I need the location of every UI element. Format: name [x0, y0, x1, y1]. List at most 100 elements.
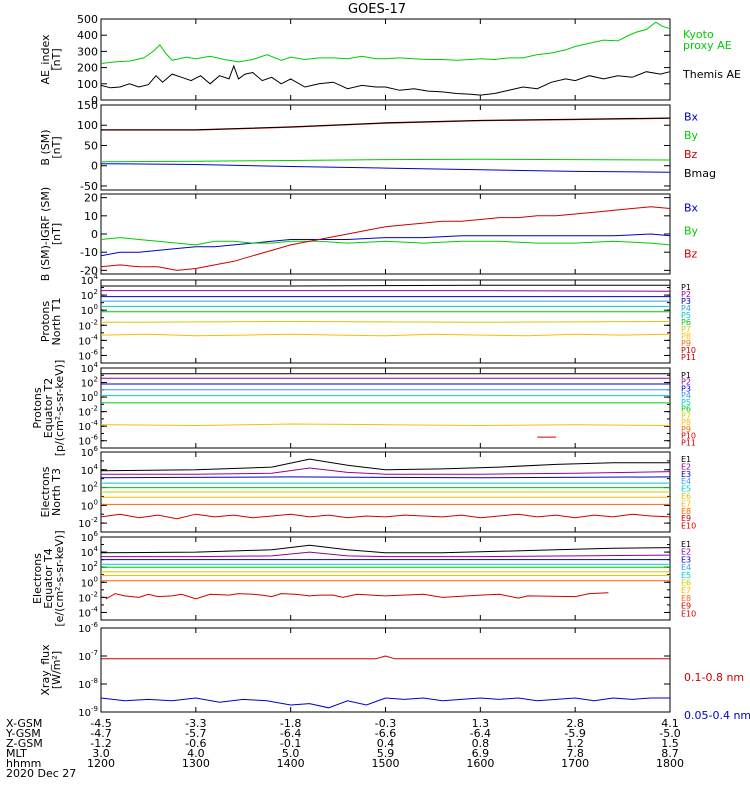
- x-axis-row-label: hhmm: [6, 757, 41, 770]
- legend-entry: E3: [681, 555, 691, 564]
- series-line-bx: [100, 163, 671, 173]
- y-tick-label: -50: [80, 180, 98, 193]
- x-tick-label: -0.1: [280, 737, 301, 750]
- legend-entry: 0.1-0.8 nm: [684, 671, 744, 684]
- series-line-e2: [101, 551, 671, 558]
- legend-entry: P2: [681, 290, 691, 299]
- x-tick-label: 1200: [87, 757, 115, 770]
- legend-entry: E10: [681, 609, 696, 618]
- legend-entry: E6: [681, 492, 691, 501]
- y-axis-label: Protons: [31, 387, 44, 428]
- y-tick-label: 104: [81, 545, 99, 559]
- figure-title: GOES-17: [348, 2, 406, 17]
- legend-entry: P11: [681, 353, 696, 362]
- legend-entry: proxy AE: [683, 39, 732, 52]
- x-tick-label: -5.7: [185, 727, 206, 740]
- y-tick-label: 102: [81, 288, 98, 302]
- y-tick-label: 100: [81, 498, 98, 512]
- legend-entry: P7: [681, 411, 691, 420]
- x-tick-label: 1.2: [566, 737, 584, 750]
- x-tick-label: 6.9: [472, 747, 490, 760]
- legend-entry: E7: [681, 586, 691, 595]
- y-tick-label: 10-2: [78, 590, 98, 604]
- series-line-bx: [100, 233, 671, 257]
- legend-entry: P4: [681, 391, 691, 400]
- legend-entry: E1: [681, 540, 691, 549]
- series-line-p2: [101, 290, 671, 292]
- x-tick-label: 1500: [372, 757, 400, 770]
- y-tick-label: 10: [84, 210, 98, 223]
- x-tick-label: -4.5: [90, 717, 111, 730]
- y-tick-label: 102: [81, 560, 98, 574]
- series-line-e3: [100, 476, 671, 479]
- x-tick-label: 4.1: [661, 717, 679, 730]
- legend-entry: E5: [681, 485, 691, 494]
- legend-entry: P8: [681, 418, 691, 427]
- y-tick-label: 10-2: [78, 318, 98, 332]
- panel-2: -50 0 50 100 150 B (SM)[nT] Bx By Bz Bmag: [39, 99, 716, 193]
- panel-frame: [100, 193, 671, 275]
- y-tick-label: 102: [81, 481, 98, 495]
- series-line-by: [100, 237, 671, 246]
- legend-entry: 0.05-0.4 nm: [684, 709, 750, 722]
- x-tick-label: 2.8: [566, 717, 584, 730]
- legend-entry: P10: [681, 432, 696, 441]
- y-tick-label: 104: [81, 273, 99, 287]
- x-tick-label: 1400: [277, 757, 305, 770]
- y-tick-label: 104: [81, 463, 99, 477]
- y-tick-label: 200: [77, 62, 98, 75]
- series-line-kyoto-proxy-ae: [100, 21, 671, 64]
- y-tick-label: 100: [81, 575, 98, 589]
- x-tick-label: 1700: [561, 757, 589, 770]
- legend-entry: P10: [681, 346, 696, 355]
- legend-entry: E9: [681, 514, 691, 523]
- y-axis-label: [W/m²]: [50, 651, 63, 689]
- x-tick-label: 5.0: [282, 747, 300, 760]
- y-axis-label: Equator T2: [42, 378, 55, 438]
- legend-entry: P1: [681, 371, 691, 380]
- y-axis-label: [e/(cm²-s-sr-keV)]: [53, 530, 66, 626]
- panel-8: 10-9 10-8 10-7 10-6 Xray_flux[W/m²] 0.1-0.8 n…: [39, 621, 750, 722]
- series-line-e1: [100, 458, 670, 472]
- y-axis-label: North T1: [50, 298, 63, 346]
- legend-entry: E7: [681, 499, 691, 508]
- legend-entry: P9: [681, 339, 691, 348]
- x-tick-label: 3.0: [92, 747, 110, 760]
- date-label: 2020 Dec 27: [6, 767, 76, 780]
- y-tick-label: 10-4: [78, 333, 98, 347]
- y-tick-label: -10: [80, 246, 98, 259]
- y-tick-label: 10-6: [78, 348, 98, 362]
- x-tick-label: -1.2: [90, 737, 111, 750]
- y-tick-label: 10-2: [78, 405, 98, 419]
- y-tick-label: -20: [80, 264, 98, 277]
- legend-entry: Bx: [684, 110, 699, 123]
- x-tick-label: 4.0: [187, 747, 205, 760]
- panel-frame: [100, 18, 671, 101]
- legend-entry: P11: [681, 438, 696, 447]
- y-tick-label: 0: [91, 94, 98, 107]
- y-axis-label: Electrons: [31, 553, 44, 604]
- y-tick-label: 0: [91, 228, 98, 241]
- y-tick-label: 10-6: [78, 434, 98, 448]
- legend-entry: E3: [681, 470, 691, 479]
- legend-entry: P8: [681, 332, 691, 341]
- legend-entry: Bz: [684, 247, 698, 260]
- y-tick-label: 10-6: [78, 621, 98, 635]
- series-line-p8: [100, 333, 671, 337]
- y-tick-label: 100: [81, 303, 98, 317]
- y-tick-label: 50: [84, 139, 98, 152]
- x-tick-label: -1.8: [280, 717, 301, 730]
- y-axis-label: [nT]: [50, 136, 63, 158]
- legend-entry: E9: [681, 602, 691, 611]
- panel-frame: [100, 367, 671, 449]
- x-axis-row-label: MLT: [6, 747, 27, 760]
- series-line-themis-ae: [100, 64, 671, 96]
- x-tick-label: 1.3: [472, 717, 490, 730]
- y-tick-label: 20: [84, 192, 98, 205]
- series-line-p1: [101, 284, 670, 287]
- x-tick-label: -6.4: [280, 727, 301, 740]
- x-tick-label: -5.9: [564, 727, 585, 740]
